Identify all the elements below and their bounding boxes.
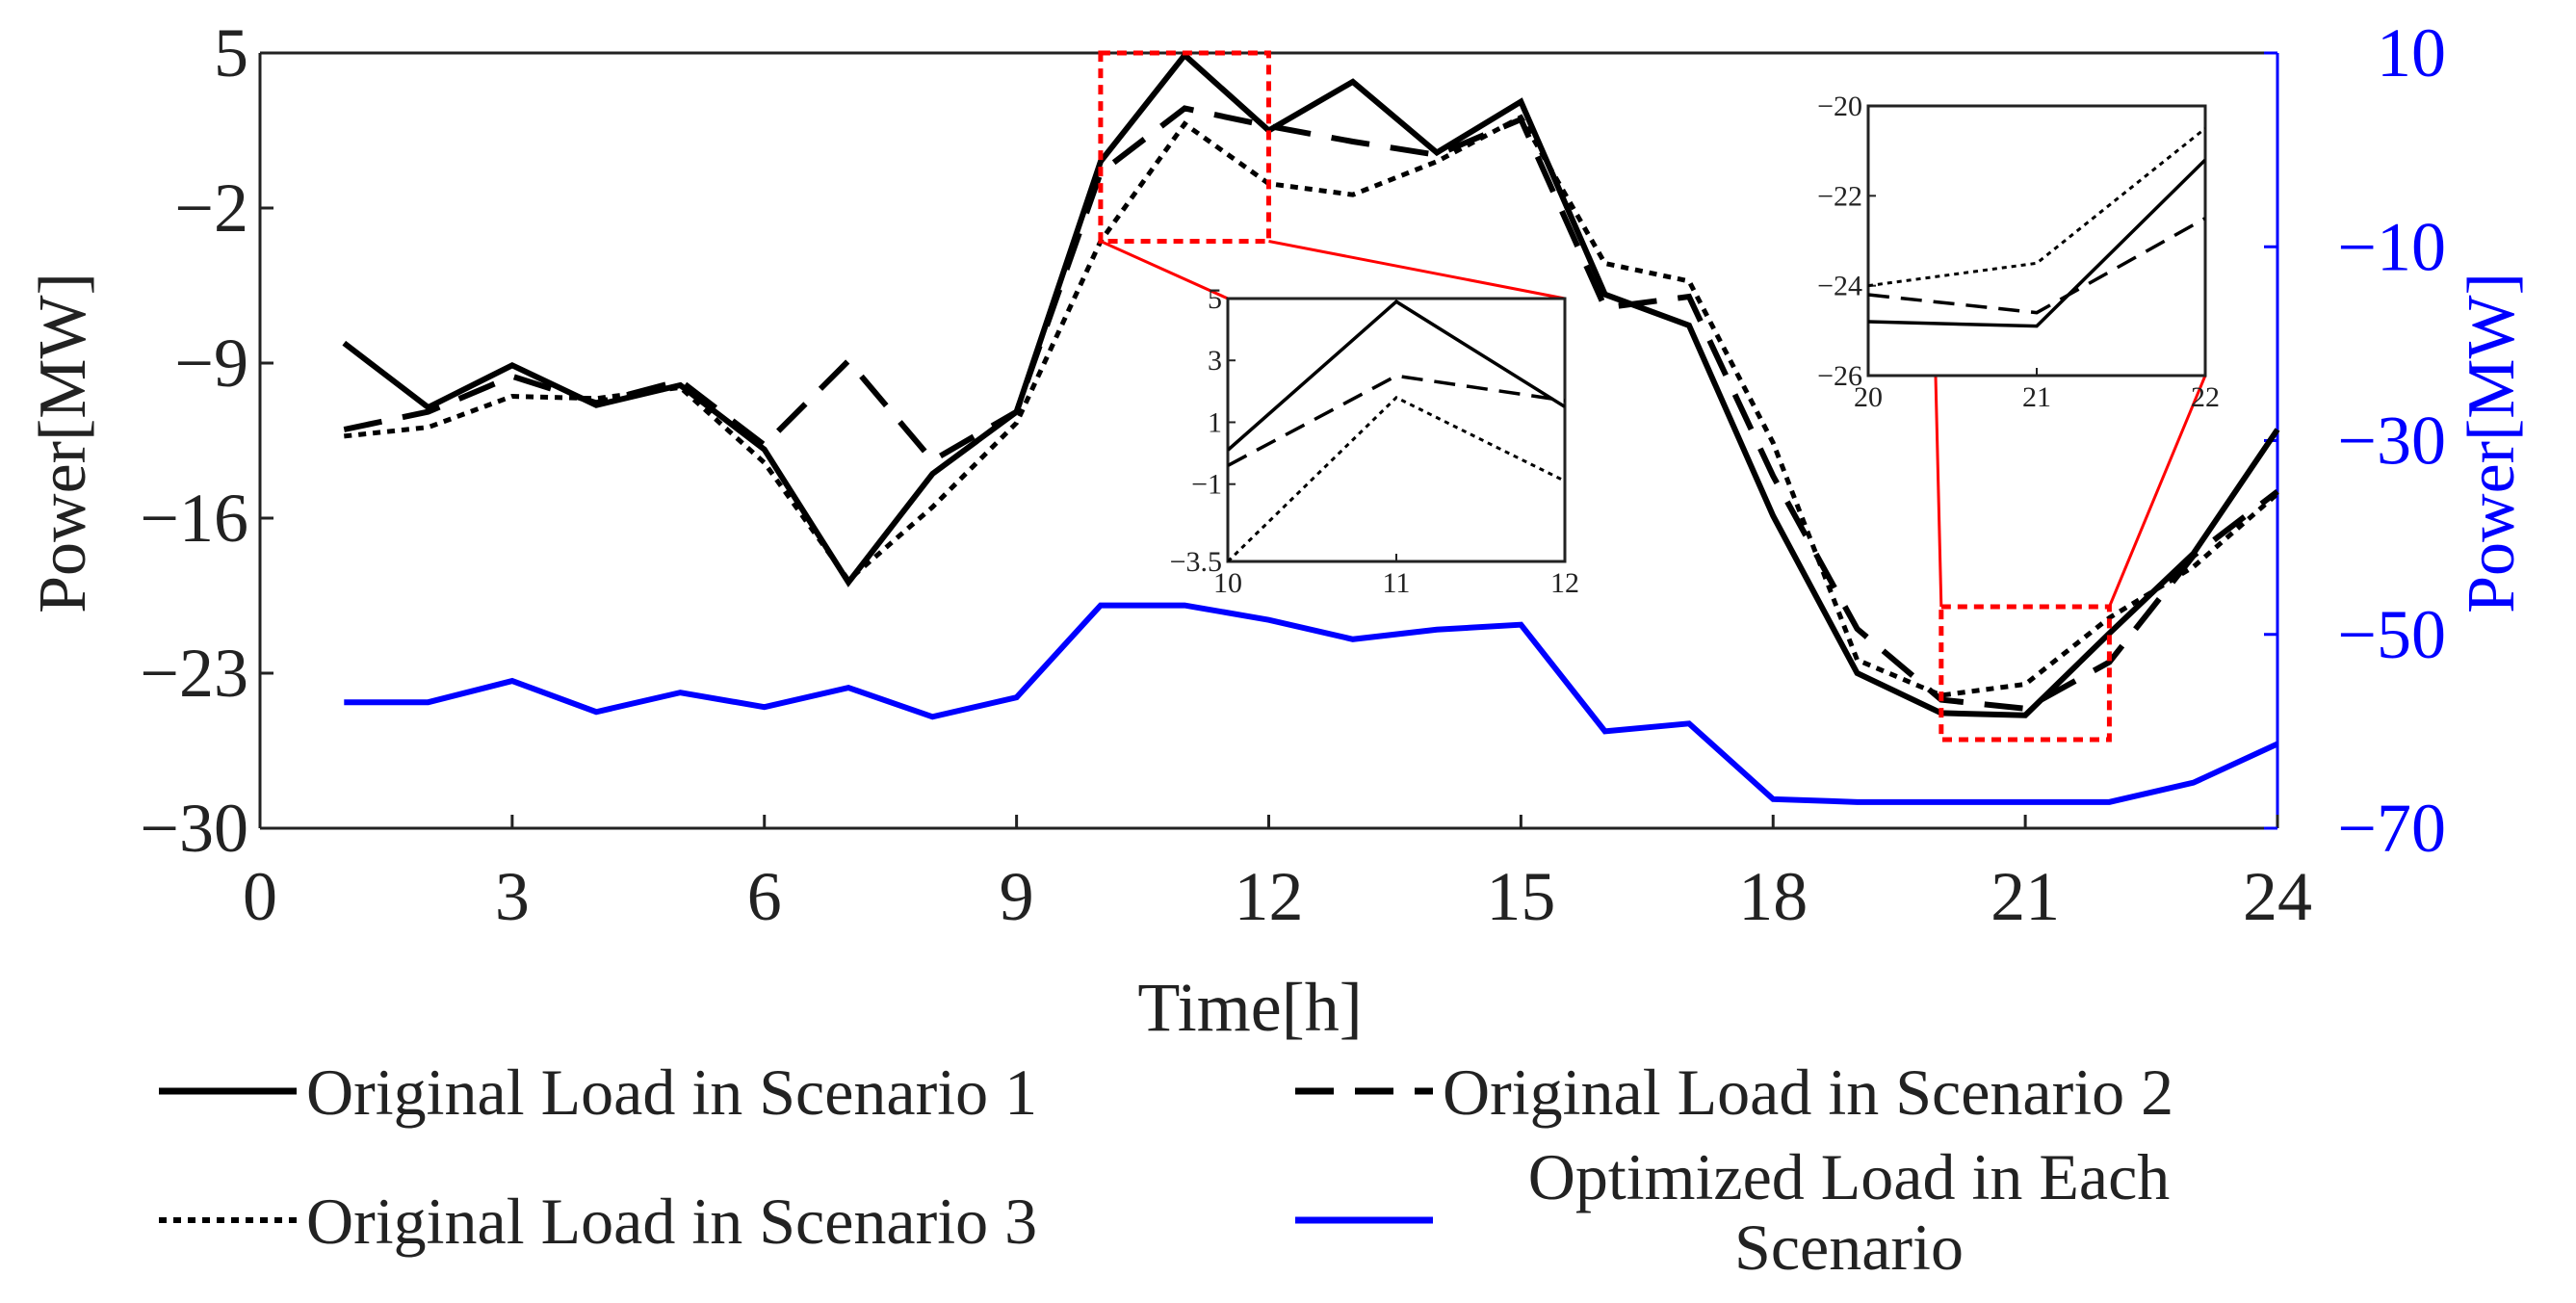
y-right-tick-label: −50 xyxy=(2337,596,2446,673)
inset-x-tick-label: 12 xyxy=(1550,567,1579,599)
y-left-tick-label: 5 xyxy=(214,14,248,91)
y-left-tick-label: −23 xyxy=(140,635,248,712)
inset-x-tick-label: 22 xyxy=(2191,381,2220,413)
x-tick-label: 9 xyxy=(1000,858,1034,935)
y-left-tick-label: −16 xyxy=(140,480,248,557)
zoom-region-1 xyxy=(1098,50,1271,244)
inset-x-tick-label: 11 xyxy=(1383,567,1411,599)
inset-y-tick-label: −1 xyxy=(1191,469,1222,501)
zoom-region-2 xyxy=(1939,604,2112,743)
axes-layer: 0 3 6 9 12 15 18 21 245−2−9−16−23−3010−10−30−50−… xyxy=(140,14,2446,935)
y-right-tick-label: −10 xyxy=(2337,208,2446,285)
inset-series-line-2 xyxy=(1228,374,1565,467)
inset-series-group xyxy=(1228,300,1565,561)
inset-y-tick-label: −3.5 xyxy=(1170,546,1222,578)
series-line-3 xyxy=(344,114,2279,698)
zoom-connector xyxy=(2108,375,2207,608)
inset-x-tick-label: 10 xyxy=(1213,567,1242,599)
x-tick-label: 24 xyxy=(2243,858,2312,935)
y-right-tick-label: 10 xyxy=(2377,14,2446,91)
inset-frame-2 xyxy=(1866,104,2207,378)
y-right-tick-label: −70 xyxy=(2337,790,2446,867)
y-axis-label-left: Power[MW] xyxy=(26,273,100,613)
x-tick-label: 15 xyxy=(1486,858,1555,935)
zoom-connector xyxy=(1934,375,1943,608)
inset-y-tick-label: 3 xyxy=(1208,345,1222,377)
inset-x-tick-label: 21 xyxy=(2022,381,2051,413)
x-axis-label: Time[h] xyxy=(1137,969,1362,1046)
legend: Original Load in Scenario 1 Original Loa… xyxy=(159,1055,2173,1284)
inset-y-tick-label: 5 xyxy=(1208,283,1222,315)
y-right-tick-label: −30 xyxy=(2337,403,2446,480)
legend-label-scenario-2: Original Load in Scenario 2 xyxy=(1443,1055,2173,1129)
legend-label-optimized-line1: Optimized Load in Each xyxy=(1528,1140,2171,1213)
inset-y-tick-label: −24 xyxy=(1817,271,1862,302)
series-layer xyxy=(342,50,2280,805)
inset-frame-1 xyxy=(1226,297,1567,563)
inset-series-line-1 xyxy=(1868,158,2205,328)
x-tick-label: 6 xyxy=(747,858,782,935)
series-line-4 xyxy=(344,602,2279,805)
inset-y-tick-label: 1 xyxy=(1208,406,1222,438)
inset-series-line-2 xyxy=(1868,217,2205,315)
x-tick-label: 3 xyxy=(495,858,530,935)
inset-y-tick-label: −26 xyxy=(1817,360,1862,392)
inset-series-line-1 xyxy=(1228,300,1565,452)
zoom-connector xyxy=(1268,240,1566,300)
inset-layer: 10 11 12 5 3 1 −1 −3.5 20 21 22 −20 −22 −24 −26 xyxy=(1098,50,2220,743)
inset-series-line-3 xyxy=(1228,395,1565,561)
x-tick-label: 12 xyxy=(1235,858,1304,935)
inset-y-tick-label: −22 xyxy=(1817,180,1862,212)
legend-label-optimized-line2: Scenario xyxy=(1734,1211,1964,1284)
y-left-tick-label: −2 xyxy=(174,169,248,247)
series-line-2 xyxy=(343,105,2279,712)
zoom-connector xyxy=(1100,240,1229,300)
inset-series-group xyxy=(1868,127,2205,328)
x-tick-label: 18 xyxy=(1738,858,1808,935)
y-axis-label-right: Power[MW] xyxy=(2455,273,2529,613)
legend-label-scenario-3: Original Load in Scenario 3 xyxy=(306,1185,1037,1258)
x-tick-label: 0 xyxy=(243,858,277,935)
y-left-tick-label: −9 xyxy=(174,325,248,402)
inset-x-tick-label: 20 xyxy=(1854,381,1883,413)
x-tick-label: 21 xyxy=(1991,858,2060,935)
series-line-1 xyxy=(342,50,2280,718)
inset-y-tick-label: −20 xyxy=(1817,91,1862,122)
y-left-tick-label: −30 xyxy=(140,790,248,867)
legend-label-scenario-1: Original Load in Scenario 1 xyxy=(306,1055,1037,1129)
